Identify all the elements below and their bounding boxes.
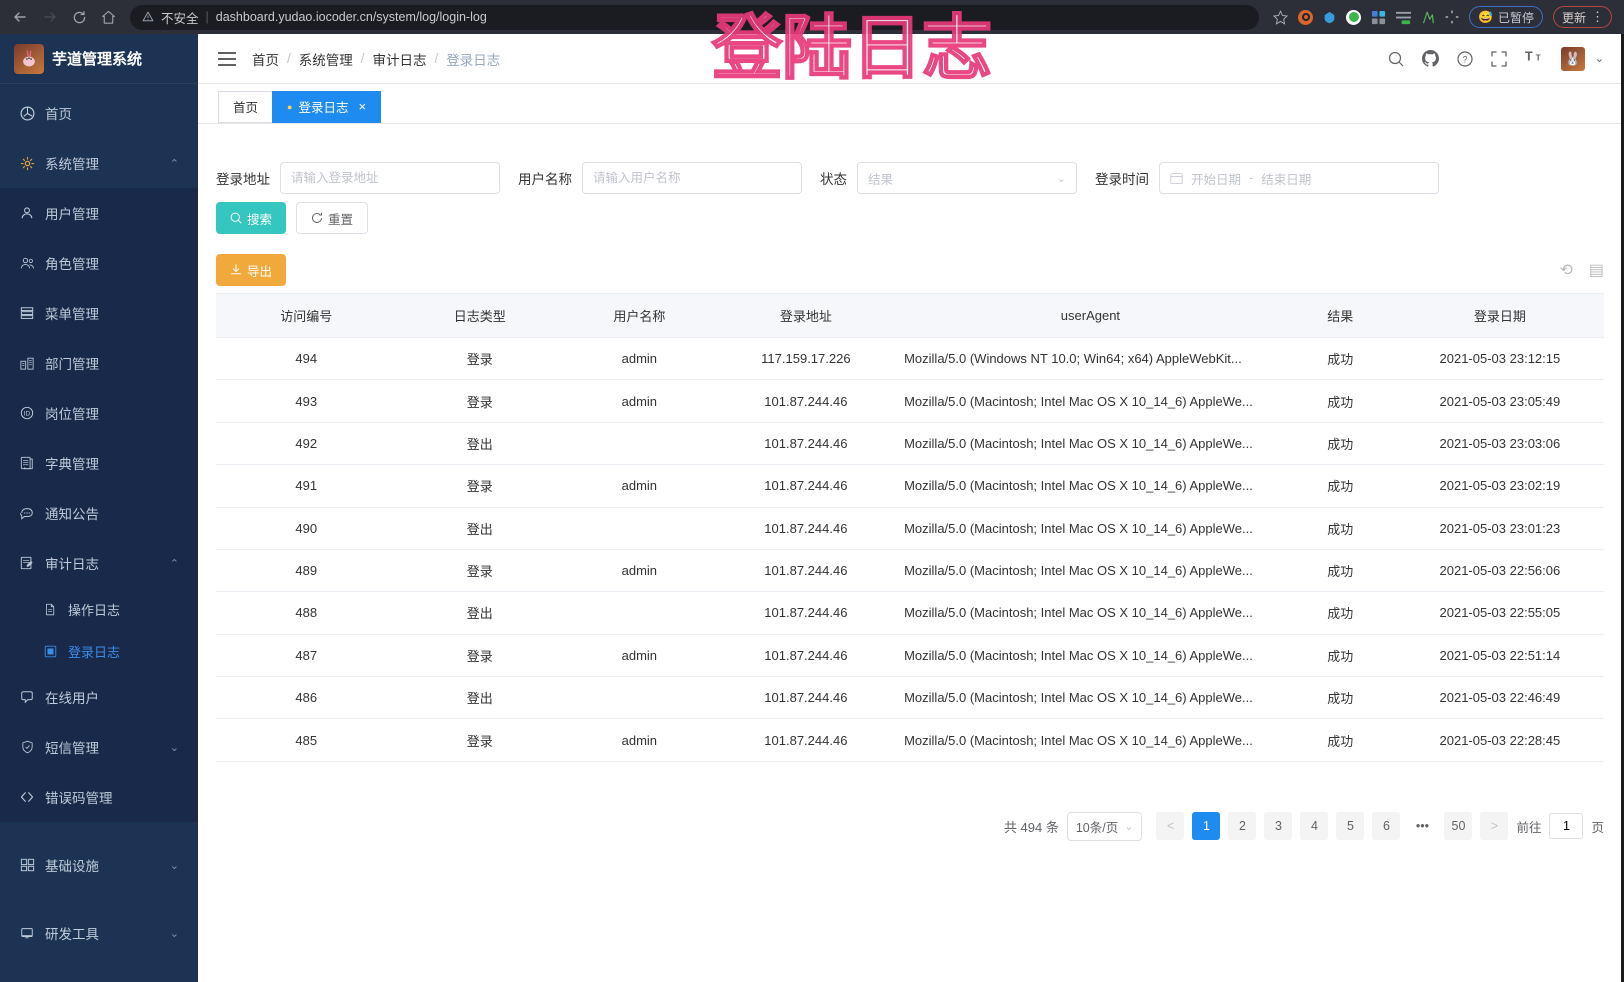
svg-text:ID: ID [24,411,31,418]
svg-text:T: T [1536,54,1541,63]
svg-text:?: ? [1462,54,1467,64]
svg-text:T: T [1525,50,1533,64]
